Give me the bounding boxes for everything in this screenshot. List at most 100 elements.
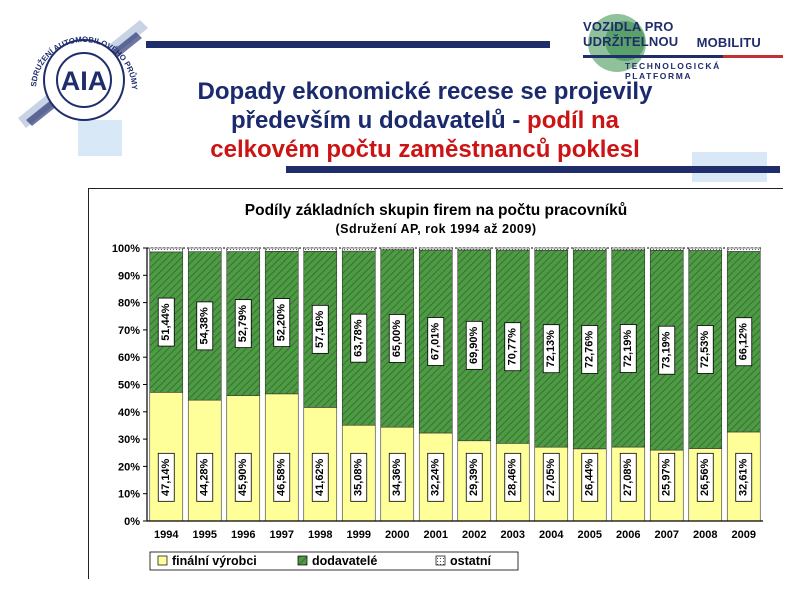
data-label: 51,44% [160,303,172,341]
x-tick-label: 2007 [655,529,679,541]
slide-title-line1: Dopady ekonomické recese se projevily [197,78,653,105]
y-tick-label: 70% [118,325,140,337]
chart-frame [88,188,783,579]
slide-title-line3: celkovém počtu zaměstnanců poklesl [210,136,640,163]
data-label-box [465,452,483,502]
decor-bar-top [146,41,550,48]
data-label: 35,08% [353,458,365,496]
data-label-box [196,301,214,351]
x-tick-label: 1994 [154,529,179,541]
legend-ostatni-label: ostatní [450,554,492,568]
data-label: 47,14% [160,458,172,496]
data-label: 27,08% [622,458,634,496]
data-label: 34,36% [391,458,403,496]
y-tick-label: 0% [124,516,140,528]
data-label: 63,78% [353,319,365,357]
vpum-logo: VOZIDLA PRO UDRŽITELNOU MOBILITU TECHNOL… [583,14,783,81]
data-label-box [504,452,522,502]
x-tick-label: 2006 [616,529,640,541]
vpum-logo-line2: MOBILITU [696,35,761,50]
data-label: 26,44% [584,458,596,496]
data-label-box [234,452,252,502]
x-tick-label: 2008 [693,529,717,541]
data-label-box [273,452,291,502]
legend-dodavatele-label: dodavatelé [312,554,377,568]
data-label-box [234,299,252,349]
data-label: 52,20% [276,304,288,342]
data-label: 41,62% [314,458,326,496]
data-label: 57,16% [314,310,326,348]
data-label: 25,97% [661,458,673,496]
data-label: 72,76% [584,331,596,369]
x-tick-label: 2002 [462,529,486,541]
bar-ostatni [418,247,453,251]
data-label-box [735,452,753,502]
x-tick-label: 2001 [424,529,448,541]
data-label: 45,90% [237,458,249,496]
data-label-box [658,452,676,502]
x-tick-label: 1996 [231,529,255,541]
bar-ostatni [226,247,261,252]
x-tick-label: 2009 [732,529,756,541]
aia-logo-text: AIA [61,66,108,96]
bar-ostatni [572,247,607,251]
data-label-box [658,325,676,375]
x-tick-label: 1998 [308,529,332,541]
y-tick-label: 20% [118,461,140,473]
data-label-box [311,304,329,354]
data-label-box [388,314,406,363]
bar-ostatni [611,247,646,251]
bar-ostatni [495,247,530,251]
data-label-box [735,317,753,367]
bar-ostatni [688,247,723,251]
x-tick-label: 2003 [501,529,525,541]
data-label-box [388,452,406,502]
x-tick-label: 1995 [193,529,217,541]
decor-bar-mid [286,166,780,173]
aia-logo: SDRUŽENÍ AUTOMOBILOVÉHO PRŮMYSLU AIA [18,20,148,128]
data-label: 46,58% [276,458,288,496]
data-label-box [581,452,599,502]
slide-title-line2: především u dodavatelů - podíl na [120,106,730,135]
bar-ostatni [264,247,299,252]
data-label-box [157,452,175,502]
y-tick-label: 60% [118,352,140,364]
chart-title: Podíly základních skupin firem na počtu … [244,202,628,219]
bar-ostatni [457,247,492,251]
y-tick-label: 50% [118,380,140,392]
slide-title-line2-blue: především u dodavatelů - [230,107,528,134]
data-label: 29,39% [468,458,480,496]
data-label-box [465,320,483,370]
data-label: 67,01% [430,323,442,361]
legend-ostatni-swatch [435,555,446,566]
bar-ostatni [726,247,761,252]
legend-box [149,551,519,571]
bar-ostatni [341,247,376,252]
data-label: 52,79% [237,305,249,343]
data-label-box [696,452,714,502]
data-label: 69,90% [468,326,480,364]
data-label-box [581,325,599,374]
y-tick-label: 90% [118,270,140,282]
data-label: 72,13% [545,330,557,368]
bar-ostatni [303,247,338,252]
legend-dodavatele-swatch [297,555,308,566]
data-label: 32,24% [430,458,442,496]
data-label-box [157,297,175,347]
y-tick-label: 100% [112,243,140,255]
data-label: 54,38% [199,307,211,345]
bar-ostatni [187,247,222,252]
data-label-box [350,313,368,363]
data-label: 44,28% [199,458,211,496]
data-label: 28,46% [507,458,519,496]
data-label: 72,19% [622,330,634,368]
vpum-logo-line3: TECHNOLOGICKÁ PLATFORMA [625,61,721,81]
y-tick-label: 40% [118,407,140,419]
data-label: 72,53% [699,331,711,369]
data-label-box [619,324,637,373]
data-label: 32,61% [738,458,750,496]
data-label-box [542,452,560,502]
x-tick-label: 1997 [270,529,294,541]
data-label-box [542,324,560,374]
